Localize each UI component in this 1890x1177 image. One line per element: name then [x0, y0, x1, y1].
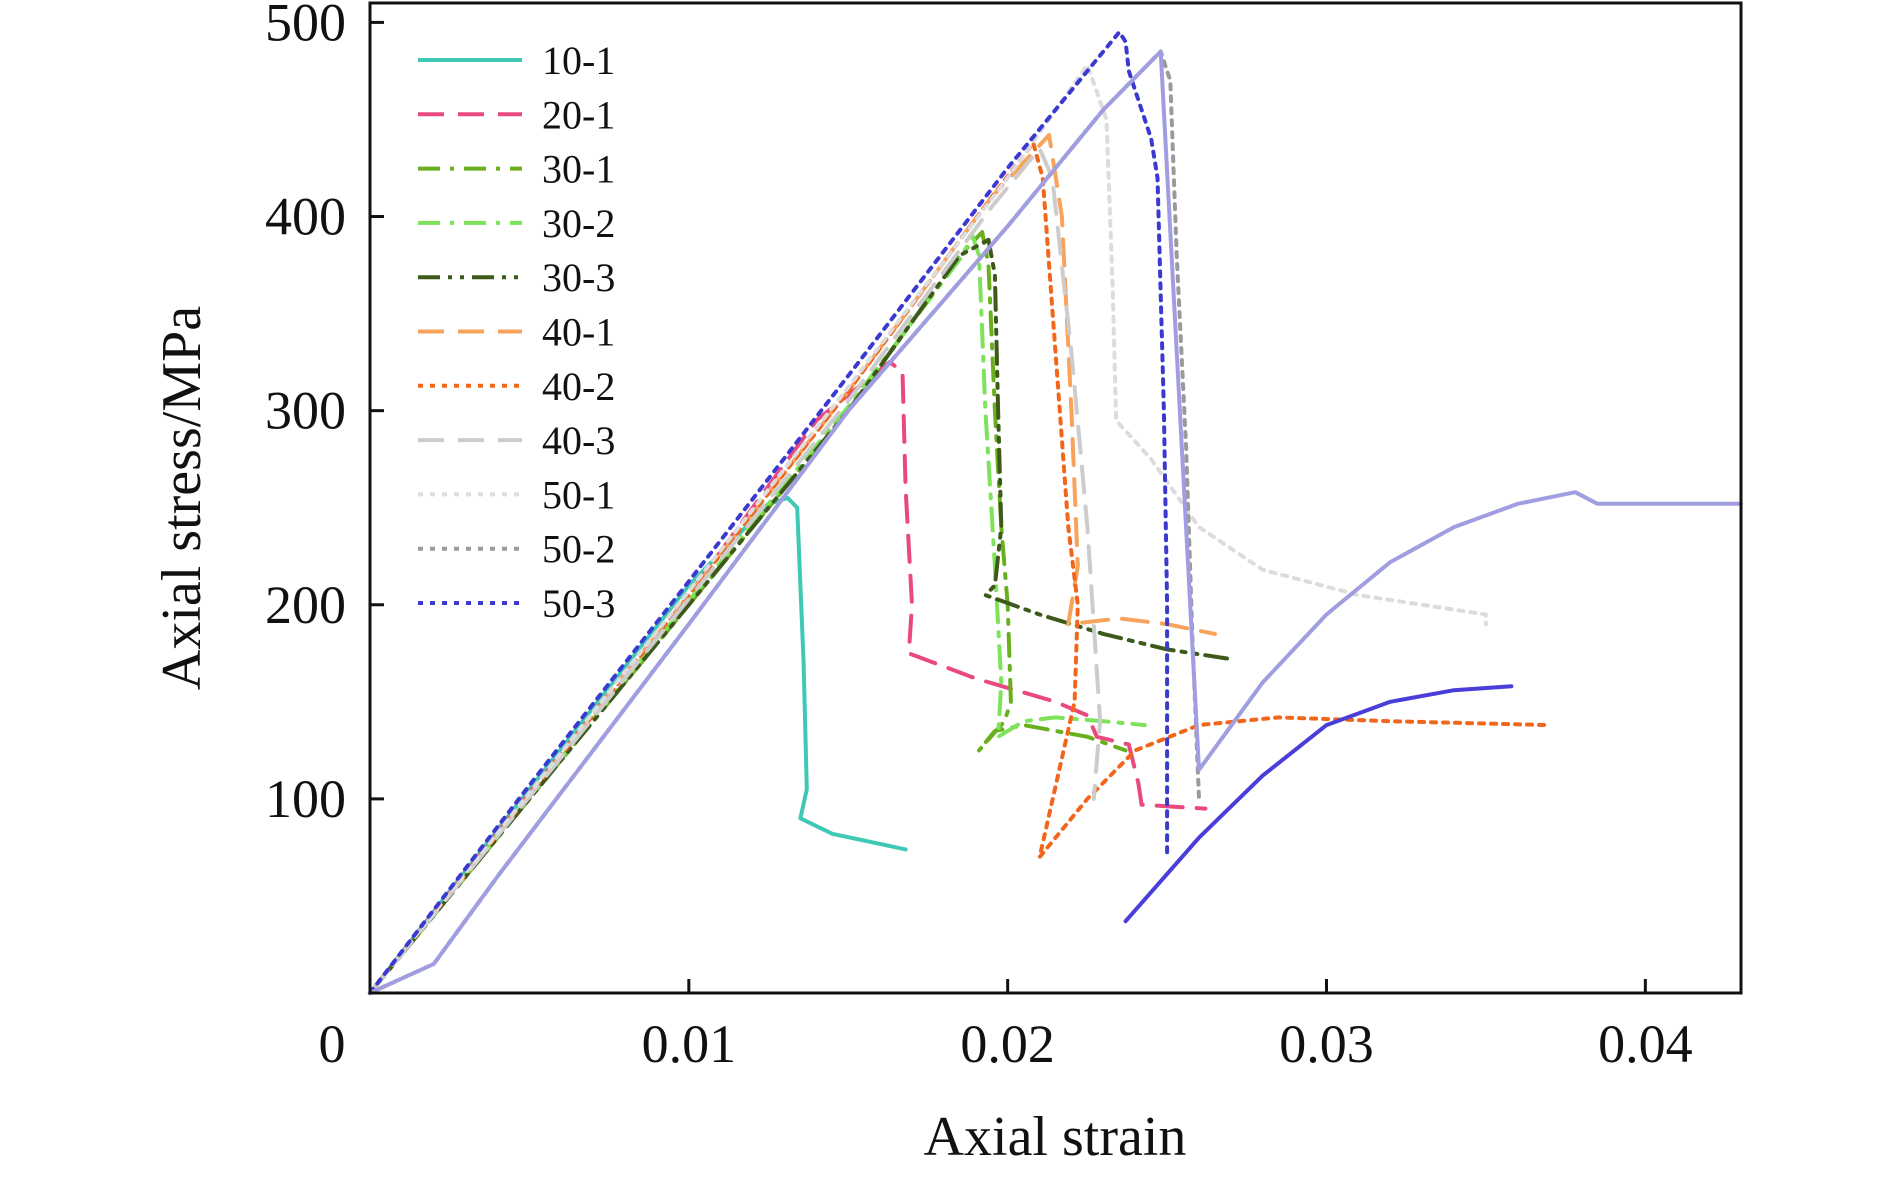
x-tick-label: 0.03	[1279, 1014, 1374, 1074]
series-line-40-2	[368, 140, 1552, 995]
plot-frame	[368, 1, 1743, 995]
x-tick-label: 0	[319, 1014, 346, 1074]
x-axis-title: Axial strain	[924, 1106, 1187, 1168]
x-axis: 0 0.01 0.02 0.03 0.04	[319, 979, 1693, 1074]
series-line-30-3	[368, 237, 1233, 995]
series-line-20-1	[368, 360, 1208, 995]
legend-label-50-1: 50-1	[542, 472, 615, 517]
y-axis-title: Axial stress/MPa	[151, 306, 213, 690]
series-line-30-1	[368, 230, 1128, 995]
y-tick-label: 500	[265, 0, 346, 52]
legend-label-30-1: 30-1	[542, 147, 615, 192]
series-line-30-2	[368, 233, 1147, 995]
legend-label-40-1: 40-1	[542, 310, 615, 355]
series-line-40-1	[368, 133, 1217, 995]
series-line-50-1	[368, 63, 1488, 995]
legend-label-40-3: 40-3	[542, 418, 615, 463]
legend-label-20-1: 20-1	[542, 92, 615, 137]
x-tick-label: 0.04	[1598, 1014, 1693, 1074]
series-line-50-3	[368, 30, 1170, 995]
y-axis: 100 200 300 400 500	[265, 0, 384, 829]
legend-label-10-1: 10-1	[542, 38, 615, 83]
series-line-10-1	[368, 496, 908, 995]
plot-area	[368, 30, 1743, 995]
legend-label-50-3: 50-3	[542, 581, 615, 626]
legend: 10-1 20-1 30-1 30-2 30-3 40-1 40-2 40-3 50-1 50-2…	[418, 38, 615, 626]
series-line-unlabeled-11	[368, 49, 1743, 995]
legend-label-30-3: 30-3	[542, 255, 615, 300]
legend-label-40-2: 40-2	[542, 364, 615, 409]
y-tick-label: 300	[265, 381, 346, 441]
legend-label-50-2: 50-2	[542, 527, 615, 572]
y-tick-label: 200	[265, 575, 346, 635]
y-tick-label: 400	[265, 187, 346, 247]
x-tick-label: 0.02	[960, 1014, 1055, 1074]
legend-label-30-2: 30-2	[542, 201, 615, 246]
y-tick-label: 100	[265, 769, 346, 829]
series-line-unlabeled-12	[1123, 684, 1514, 924]
series-line-40-3	[368, 146, 1103, 995]
x-tick-label: 0.01	[642, 1014, 737, 1074]
